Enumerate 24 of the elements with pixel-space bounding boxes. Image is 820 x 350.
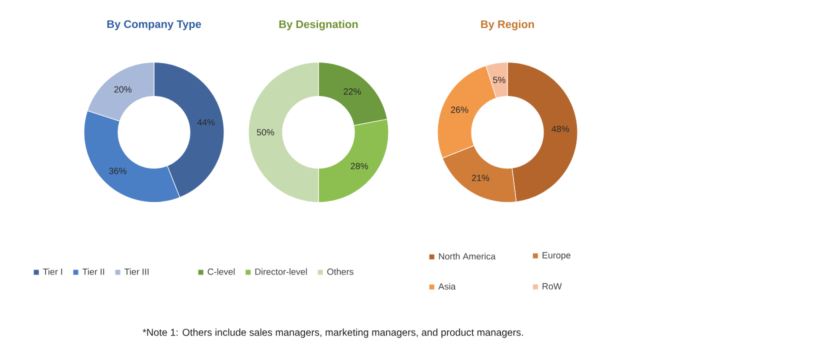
legend-label: Director-level [255,268,307,275]
data-label: 28% [350,162,368,170]
data-label: 36% [109,168,126,174]
legend-label: Europe [542,252,570,260]
data-label: 48% [552,126,570,132]
data-label: 26% [451,106,468,113]
data-label: 20% [114,86,132,93]
legend-label: C-level [208,268,235,275]
legend-label: North America [439,252,496,260]
data-label: 44% [197,119,215,126]
text: *Note 1: Others include sales managers, marketing managers, and product managers. [142,328,523,338]
legend-label: RoW [542,283,562,290]
data-label: 5% [493,76,506,84]
data-label: 22% [344,88,361,95]
data-label: 21% [472,174,490,182]
legend-label: Tier III [124,268,149,275]
legend-label: Others [327,268,354,275]
chart-title: By Region [481,20,534,30]
legend-label: Tier II [82,268,104,275]
chart-title: By Designation [279,20,358,30]
chart-title: By Company Type [107,20,202,30]
legend-label: Asia [438,283,456,290]
legend-label: Tier I [43,268,62,275]
data-label: 50% [256,129,274,136]
